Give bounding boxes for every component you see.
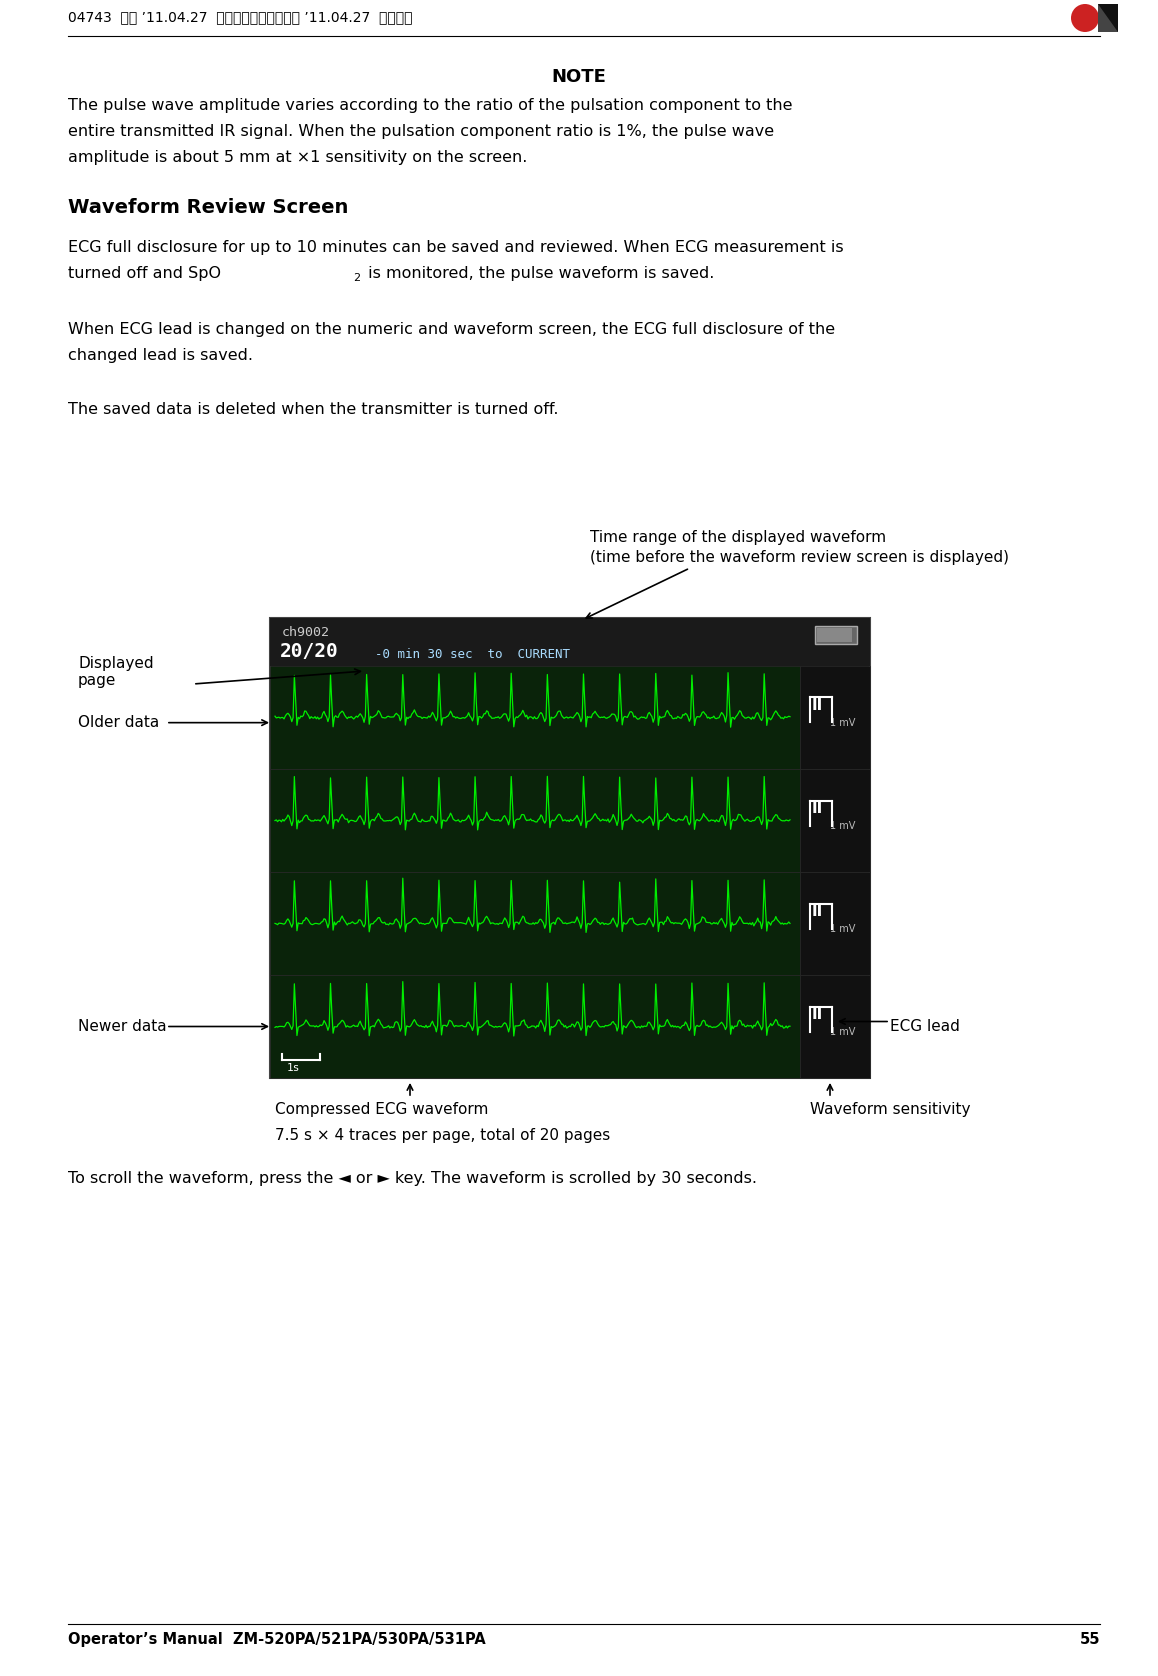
Text: 7.5 s × 4 traces per page, total of 20 pages: 7.5 s × 4 traces per page, total of 20 p… <box>274 1128 610 1143</box>
Text: Displayed
page: Displayed page <box>78 655 154 689</box>
Text: Newer data: Newer data <box>78 1019 167 1034</box>
Text: The pulse wave amplitude varies according to the ratio of the pulsation componen: The pulse wave amplitude varies accordin… <box>68 97 792 112</box>
Bar <box>270 618 870 1078</box>
Text: 1 mV: 1 mV <box>830 1026 856 1036</box>
Text: 20/20: 20/20 <box>280 642 339 660</box>
Bar <box>818 628 852 642</box>
Ellipse shape <box>1071 3 1099 32</box>
Bar <box>270 618 870 665</box>
Text: II: II <box>812 903 823 918</box>
Text: Compressed ECG waveform: Compressed ECG waveform <box>274 1103 489 1116</box>
Text: The saved data is deleted when the transmitter is turned off.: The saved data is deleted when the trans… <box>68 402 558 417</box>
Text: Older data: Older data <box>78 716 160 731</box>
Bar <box>800 872 870 975</box>
Text: II: II <box>812 697 823 712</box>
Text: ECG full disclosure for up to 10 minutes can be saved and reviewed. When ECG mea: ECG full disclosure for up to 10 minutes… <box>68 240 844 255</box>
Text: NOTE: NOTE <box>551 69 607 85</box>
Text: 1 mV: 1 mV <box>830 717 856 727</box>
Text: 1 mV: 1 mV <box>830 923 856 934</box>
Text: Time range of the displayed waveform: Time range of the displayed waveform <box>589 530 886 545</box>
Text: entire transmitted IR signal. When the pulsation component ratio is 1%, the puls: entire transmitted IR signal. When the p… <box>68 124 775 139</box>
Text: 04743  作成 ’11.04.27  阿山　悠己　　　承認 ’11.04.27  真柄　睜: 04743 作成 ’11.04.27 阿山 悠己 承認 ’11.04.27 真柄… <box>68 10 412 23</box>
Polygon shape <box>1098 3 1117 32</box>
Text: When ECG lead is changed on the numeric and waveform screen, the ECG full disclo: When ECG lead is changed on the numeric … <box>68 322 835 337</box>
Bar <box>270 872 800 975</box>
Text: 1s: 1s <box>287 1063 300 1073</box>
Bar <box>270 769 800 872</box>
Text: 2: 2 <box>353 273 360 283</box>
Text: changed lead is saved.: changed lead is saved. <box>68 349 252 364</box>
Text: is monitored, the pulse waveform is saved.: is monitored, the pulse waveform is save… <box>362 266 714 282</box>
Bar <box>800 665 870 769</box>
Bar <box>270 975 800 1078</box>
Polygon shape <box>1098 3 1117 32</box>
Text: II: II <box>812 1007 823 1022</box>
Text: Waveform sensitivity: Waveform sensitivity <box>809 1103 970 1116</box>
Text: II: II <box>812 801 823 816</box>
Text: To scroll the waveform, press the ◄ or ► key. The waveform is scrolled by 30 sec: To scroll the waveform, press the ◄ or ►… <box>68 1172 757 1187</box>
Text: 1 mV: 1 mV <box>830 821 856 831</box>
Bar <box>815 627 857 644</box>
Bar <box>800 975 870 1078</box>
Text: turned off and SpO: turned off and SpO <box>68 266 221 282</box>
Text: -0 min 30 sec  to  CURRENT: -0 min 30 sec to CURRENT <box>375 649 570 660</box>
Text: amplitude is about 5 mm at ×1 sensitivity on the screen.: amplitude is about 5 mm at ×1 sensitivit… <box>68 149 527 164</box>
Text: 55: 55 <box>1079 1632 1100 1648</box>
Text: (time before the waveform review screen is displayed): (time before the waveform review screen … <box>589 550 1009 565</box>
Text: Operator’s Manual  ZM-520PA/521PA/530PA/531PA: Operator’s Manual ZM-520PA/521PA/530PA/5… <box>68 1632 485 1648</box>
Text: ECG lead: ECG lead <box>891 1019 960 1034</box>
Bar <box>800 769 870 872</box>
Bar <box>270 665 800 769</box>
Text: ch9002: ch9002 <box>283 627 330 639</box>
Text: Waveform Review Screen: Waveform Review Screen <box>68 198 349 216</box>
